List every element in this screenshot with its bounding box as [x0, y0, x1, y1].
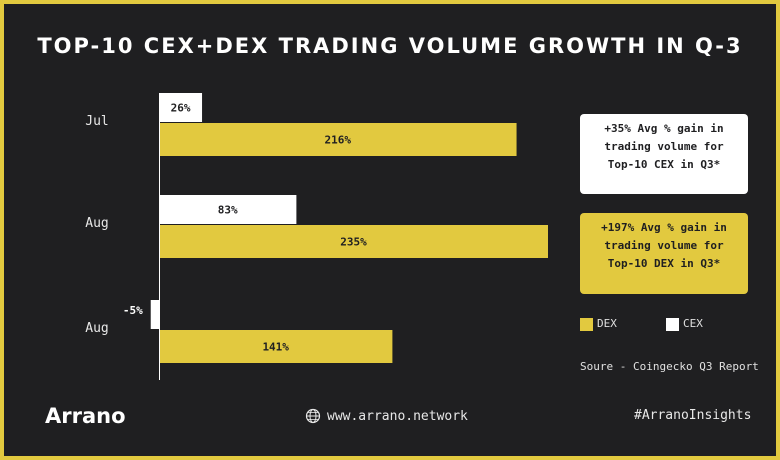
dex-data-label: 216% [325, 134, 352, 147]
legend-dex: DEX [580, 317, 617, 331]
dex-data-label: 235% [340, 236, 367, 249]
cex-summary-note: +35% Avg % gain in trading volume for To… [580, 114, 748, 194]
legend-cex: CEX [666, 317, 703, 331]
website-link[interactable]: www.arrano.network [305, 408, 468, 424]
cex-bar [151, 300, 159, 329]
category-label: Jul [85, 114, 108, 129]
legend-dex-label: DEX [597, 317, 617, 330]
globe-icon [305, 408, 321, 424]
website-text: www.arrano.network [327, 409, 468, 424]
legend-dex-swatch [580, 318, 593, 331]
legend-cex-swatch [666, 318, 679, 331]
cex-data-label: 26% [171, 102, 191, 115]
brand-logo: Arrano [45, 404, 126, 428]
hashtag: #ArranoInsights [634, 408, 751, 423]
dex-data-label: 141% [262, 341, 289, 354]
category-label: Aug [85, 321, 108, 336]
cex-data-label: -5% [123, 304, 143, 317]
category-label: Aug [85, 216, 108, 231]
cex-data-label: 83% [218, 204, 238, 217]
legend-cex-label: CEX [683, 317, 703, 330]
source-note: Soure - Coingecko Q3 Report [580, 360, 759, 373]
dex-summary-note: +197% Avg % gain in trading volume for T… [580, 213, 748, 294]
